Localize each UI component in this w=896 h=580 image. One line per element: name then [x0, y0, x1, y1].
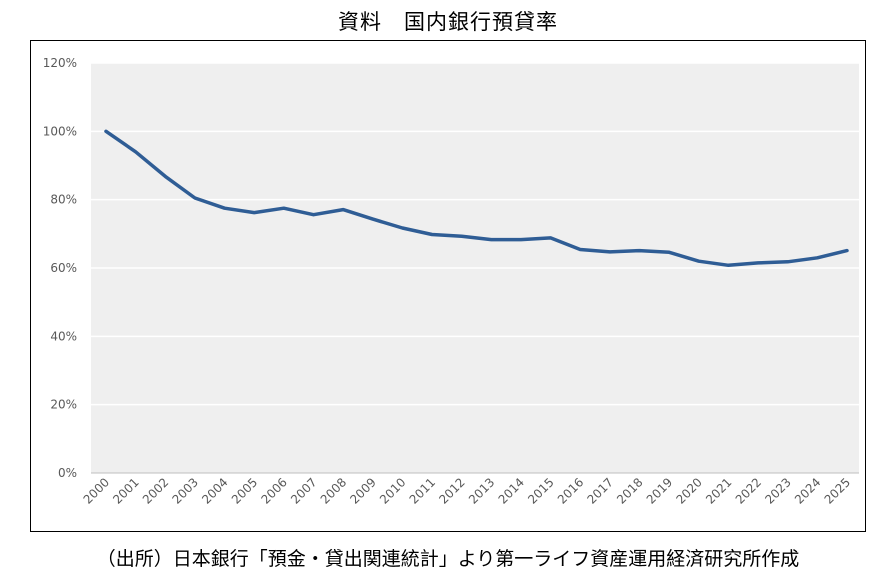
y-tick-label-80: 80% [50, 193, 77, 207]
x-tick-label-2018: 2018 [614, 475, 645, 506]
y-tick-label-40: 40% [50, 329, 77, 343]
data-point-2025 [845, 249, 849, 252]
data-point-2001 [134, 150, 137, 154]
x-tick-label-2000: 2000 [81, 475, 112, 506]
y-tick-label-120: 120% [43, 56, 77, 70]
x-tick-label-2008: 2008 [318, 475, 349, 506]
x-tick-label-2022: 2022 [733, 475, 764, 506]
x-tick-label-2004: 2004 [199, 475, 230, 506]
x-tick-label-2010: 2010 [377, 475, 408, 506]
data-point-2016 [579, 248, 582, 251]
x-tick-label-2019: 2019 [644, 475, 675, 506]
data-point-2013 [490, 238, 493, 241]
data-point-2023 [786, 260, 789, 264]
x-tick-label-2002: 2002 [140, 475, 171, 506]
data-point-2014 [519, 238, 523, 241]
y-tick-label-0: 0% [58, 466, 77, 480]
data-point-2018 [638, 249, 641, 252]
x-tick-label-2007: 2007 [288, 475, 319, 506]
data-point-2024 [816, 256, 819, 259]
x-tick-label-2003: 2003 [170, 475, 201, 506]
x-tick-label-2001: 2001 [110, 475, 141, 506]
x-tick-label-2009: 2009 [347, 475, 378, 506]
series-line-0 [104, 129, 849, 268]
x-tick-label-2006: 2006 [258, 475, 289, 506]
data-point-2003 [193, 196, 197, 200]
x-tick-label-2024: 2024 [792, 475, 823, 506]
chart-frame: 0% 20% 40% 60% 80% 100% 120% 2000 2001 2002 2003 20… [30, 40, 866, 532]
data-point-2000 [104, 130, 108, 133]
x-tick-label-2020: 2020 [673, 475, 704, 506]
x-tick-label-2013: 2013 [466, 475, 497, 506]
data-point-2015 [549, 236, 552, 240]
data-point-2009 [371, 217, 374, 221]
x-tick-label-2023: 2023 [762, 475, 793, 506]
y-tick-label-100: 100% [43, 124, 77, 138]
x-tick-label-2014: 2014 [496, 475, 527, 506]
x-tick-label-2017: 2017 [585, 475, 616, 506]
source-note: （出所）日本銀行「預金・貸出関連統計」より第一ライフ資産運用経済研究所作成 [96, 548, 800, 570]
line-chart: 0%20%40%60%80%100%120%200020012002200320… [43, 56, 859, 507]
x-tick-label-2015: 2015 [525, 475, 556, 506]
x-tick-label-2005: 2005 [229, 475, 260, 506]
data-point-2005 [253, 211, 256, 214]
data-point-2010 [401, 226, 404, 230]
x-tick-label-2016: 2016 [555, 475, 586, 506]
data-point-2011 [430, 233, 434, 236]
y-tick-label-60: 60% [50, 261, 77, 275]
data-point-2019 [667, 251, 671, 254]
data-point-2006 [282, 207, 286, 210]
data-point-2012 [460, 235, 463, 238]
data-point-2021 [727, 264, 730, 267]
data-point-2002 [164, 175, 167, 178]
data-point-2008 [341, 208, 345, 211]
data-point-2017 [608, 250, 612, 254]
x-tick-label-2025: 2025 [822, 475, 853, 506]
data-point-2004 [223, 207, 226, 210]
data-point-2022 [756, 261, 760, 265]
chart-title: 資料 国内銀行預貸率 [338, 10, 558, 34]
data-point-2007 [312, 213, 315, 216]
x-tick-label-2012: 2012 [436, 475, 467, 506]
x-tick-label-2011: 2011 [407, 475, 438, 506]
y-tick-label-20: 20% [50, 398, 77, 412]
x-tick-label-2021: 2021 [703, 475, 734, 506]
data-point-2020 [697, 259, 700, 263]
